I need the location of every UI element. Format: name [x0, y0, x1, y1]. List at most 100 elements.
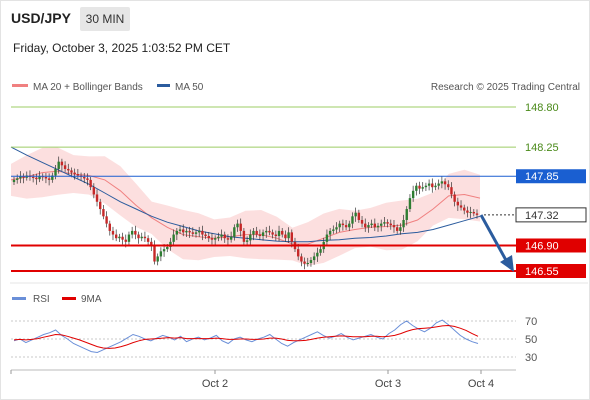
candle-body — [268, 230, 271, 233]
candle — [348, 220, 351, 232]
ma20-legend-label: MA 20 + Bollinger Bands — [33, 82, 143, 93]
candle — [73, 168, 76, 180]
candle — [367, 222, 370, 233]
candle-body — [86, 178, 89, 180]
level-label: 147.85 — [525, 171, 559, 183]
candle — [86, 173, 89, 186]
candle-body — [47, 178, 51, 180]
candle — [443, 178, 447, 190]
candle-body — [12, 179, 16, 183]
candle-body — [111, 230, 115, 235]
candle — [108, 220, 111, 236]
candle — [453, 191, 456, 207]
candle-body — [242, 230, 246, 242]
candle — [31, 174, 35, 183]
candle-body — [357, 212, 361, 220]
candle-body — [296, 249, 300, 257]
candle — [335, 222, 338, 234]
candle — [63, 161, 67, 172]
candle-body — [287, 232, 290, 239]
ma20-line — [10, 170, 481, 245]
symbol-title: USD/JPY — [11, 10, 71, 26]
x-tick-label: Oct 3 — [375, 378, 401, 390]
candle-body — [175, 230, 179, 235]
candle — [245, 236, 249, 246]
candle — [57, 156, 60, 174]
candle-body — [463, 207, 466, 211]
candle-body — [344, 225, 348, 228]
candle — [140, 232, 143, 242]
candle — [252, 227, 255, 241]
candle — [255, 226, 258, 238]
candle — [150, 237, 153, 252]
candle-body — [159, 251, 163, 257]
candle — [434, 182, 437, 191]
candle-body — [217, 236, 220, 239]
candle — [357, 209, 361, 223]
candle — [450, 182, 453, 199]
level-label: 148.25 — [525, 142, 559, 154]
candle — [198, 226, 201, 238]
candle-body — [60, 161, 64, 166]
candle — [60, 158, 64, 171]
rsi-line — [13, 319, 479, 354]
candle — [427, 179, 431, 191]
candle-body — [92, 187, 96, 195]
candle — [383, 217, 386, 227]
candle-body — [360, 219, 364, 224]
candle-body — [290, 232, 293, 242]
level-label: 147.32 — [525, 210, 559, 222]
candle-body — [312, 256, 316, 261]
level-tag-pivot — [516, 238, 586, 253]
candle — [296, 244, 300, 261]
candle-body — [309, 260, 313, 263]
candle — [226, 234, 230, 246]
candle-body — [252, 230, 255, 235]
candle — [67, 163, 70, 175]
candle-body — [447, 184, 450, 188]
candle-body — [153, 245, 156, 262]
candle — [303, 257, 306, 270]
candle-body — [89, 179, 92, 188]
candle — [153, 240, 156, 265]
candle-body — [255, 230, 258, 235]
candle-body — [303, 261, 306, 264]
candle — [220, 229, 223, 241]
candle-body — [130, 230, 134, 235]
candle — [239, 218, 242, 237]
candle — [105, 211, 108, 228]
candle — [370, 219, 373, 228]
candle-body — [105, 216, 108, 224]
candle-body — [76, 174, 80, 176]
candle — [185, 227, 188, 238]
candle-body — [127, 234, 131, 242]
candle — [274, 230, 278, 241]
candle — [332, 225, 335, 234]
candle-body — [169, 241, 172, 247]
candle — [424, 182, 428, 191]
candle — [344, 219, 348, 231]
candle-body — [223, 234, 226, 239]
interval-button[interactable]: 30 MIN — [80, 7, 130, 31]
candle-body — [261, 232, 265, 237]
candle-body — [348, 223, 351, 228]
candle — [111, 226, 115, 241]
candle — [89, 176, 92, 191]
rsi-ma-line — [13, 324, 479, 349]
bollinger-band-area — [11, 147, 480, 266]
candle-body — [475, 213, 479, 215]
candle — [92, 183, 96, 199]
candle-body — [319, 249, 322, 253]
candle — [172, 229, 175, 247]
candle — [95, 189, 99, 207]
candle-body — [63, 165, 67, 169]
level-tag-pivot — [516, 264, 586, 278]
rsi-swatch — [12, 297, 26, 300]
candle-body — [380, 223, 383, 226]
candle — [376, 222, 380, 232]
rsi-ma-swatch — [62, 297, 76, 300]
rsi-tick-label: 30 — [525, 352, 537, 364]
candle — [258, 229, 262, 240]
candle — [271, 229, 274, 239]
